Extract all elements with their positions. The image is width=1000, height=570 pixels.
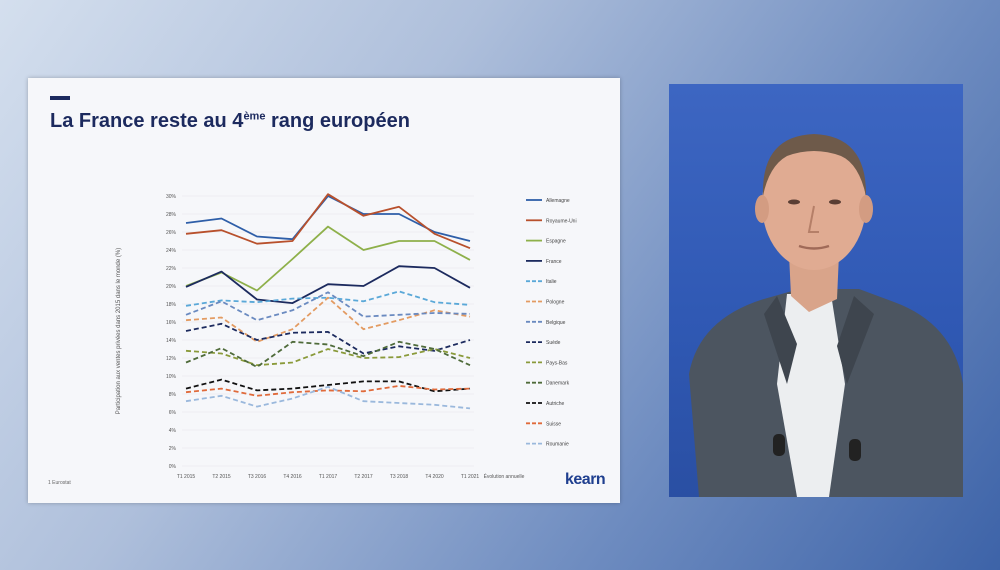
title-accent-bar xyxy=(50,96,70,100)
y-axis-label: Participation aux ventes privées dans 20… xyxy=(116,248,122,414)
y-tick-label: 26% xyxy=(166,230,177,236)
x-tick-label: T1 2015 xyxy=(177,474,196,480)
y-tick-label: 28% xyxy=(166,212,177,218)
y-tick-label: 8% xyxy=(169,392,177,398)
legend-entry: Italie xyxy=(546,279,557,285)
legend-entry: Danemark xyxy=(546,381,570,387)
y-tick-label: 6% xyxy=(169,410,177,416)
x-tick-label: T4 2020 xyxy=(425,474,444,480)
title-superscript: ème xyxy=(243,110,266,123)
speaker-figure xyxy=(689,134,963,497)
legend-entry: Pologne xyxy=(546,300,565,306)
series-line-roumanie xyxy=(185,385,471,410)
title-suffix: rang européen xyxy=(265,110,410,132)
series-line-su-de xyxy=(185,322,471,355)
series-line-france xyxy=(185,265,471,305)
legend-entry: Suisse xyxy=(546,421,561,427)
x-tick-label: T2 2017 xyxy=(354,474,373,480)
speaker-video xyxy=(669,84,963,497)
series-line-espagne xyxy=(185,225,471,292)
legend-entry: Royaume-Uni xyxy=(546,218,577,224)
y-tick-label: 18% xyxy=(166,302,177,308)
x-tick-label: T1 2017 xyxy=(319,474,338,480)
slide-footnote: 1 Eurostat xyxy=(48,480,71,486)
legend-entry: Allemagne xyxy=(546,198,570,204)
y-tick-label: 10% xyxy=(166,374,177,380)
series-line-autriche xyxy=(185,378,471,393)
legend-entry: Pays-Bas xyxy=(546,360,568,366)
y-tick-label: 0% xyxy=(169,464,177,470)
y-tick-label: 24% xyxy=(166,248,177,254)
x-tick-label: T2 2015 xyxy=(212,474,231,480)
company-logo: kearn xyxy=(565,471,606,488)
x-tick-label: T3 2018 xyxy=(390,474,409,480)
y-tick-label: 4% xyxy=(169,428,177,434)
x-tick-label: T4 2016 xyxy=(283,474,302,480)
series-line-pologne xyxy=(185,296,471,343)
legend-entry: Roumanie xyxy=(546,442,569,448)
line-chart: 0% 2% 4% 6% 8% 10% 12% 14% 16% 18% 20% 22% 24% 26% 28%… xyxy=(116,193,577,480)
x-tick-label: T3 2016 xyxy=(248,474,267,480)
series-line-pays-bas xyxy=(185,348,471,367)
y-tick-label: 20% xyxy=(166,284,177,290)
y-tick-label: 16% xyxy=(166,320,177,326)
x-tick-label-extra: Évolution annuelle xyxy=(484,473,525,480)
legend-entry: Belgique xyxy=(546,320,566,326)
presentation-slide: La France reste au 4ème rang européen 0%… xyxy=(28,78,620,503)
y-tick-label: 2% xyxy=(169,446,177,452)
title-prefix: La France reste au 4 xyxy=(50,110,244,132)
x-tick-label: T1 2021 xyxy=(461,474,480,480)
series-line-danemark xyxy=(185,340,471,368)
legend-entry: Autriche xyxy=(546,401,565,407)
y-tick-label: 12% xyxy=(166,356,177,362)
series-line-belgique xyxy=(185,291,471,322)
y-tick-label: 30% xyxy=(166,194,177,200)
series-line-royaume-uni xyxy=(185,193,471,250)
legend-entry: Espagne xyxy=(546,239,566,245)
y-tick-label: 14% xyxy=(166,338,177,344)
series-line-allemagne xyxy=(185,195,471,242)
y-tick-label: 22% xyxy=(166,266,177,272)
slide-title: La France reste au 4ème rang européen xyxy=(50,110,410,133)
legend-entry: Suède xyxy=(546,340,561,346)
legend-entry: France xyxy=(546,259,562,265)
